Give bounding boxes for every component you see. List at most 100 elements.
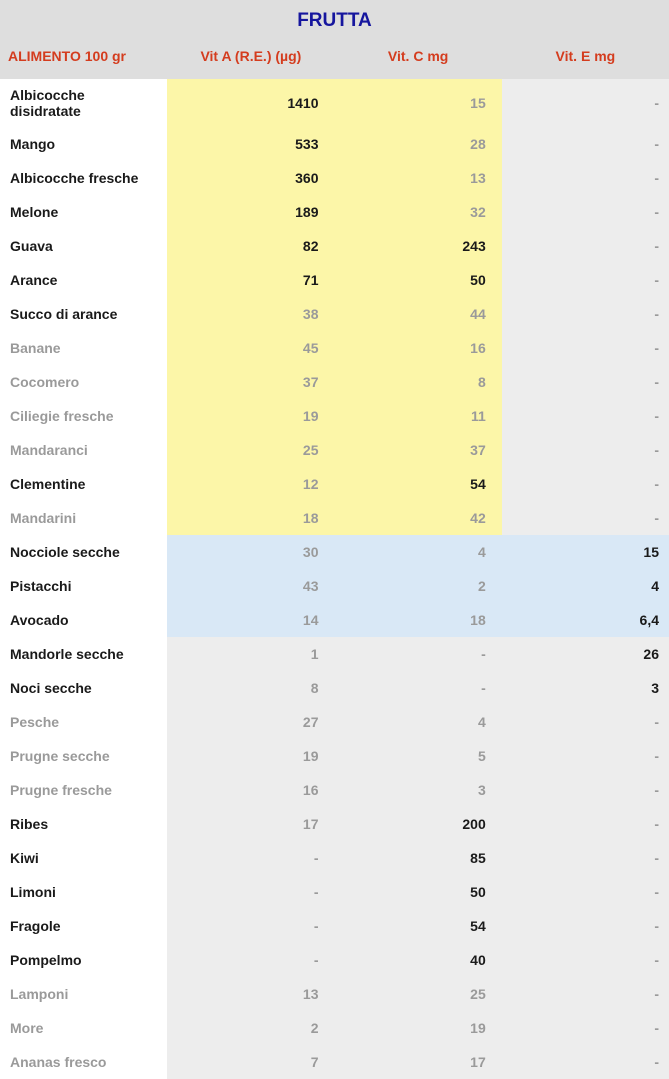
cell-vita: 13 bbox=[167, 977, 334, 1011]
cell-name: Arance bbox=[0, 263, 167, 297]
cell-vite: - bbox=[502, 501, 669, 535]
cell-vite: - bbox=[502, 161, 669, 195]
cell-vita: 14 bbox=[167, 603, 334, 637]
cell-vite: - bbox=[502, 909, 669, 943]
cell-name: Avocado bbox=[0, 603, 167, 637]
cell-name: Prugne fresche bbox=[0, 773, 167, 807]
table-row: Cocomero378- bbox=[0, 365, 669, 399]
table-row: Ananas fresco717- bbox=[0, 1045, 669, 1079]
table-title: FRUTTA bbox=[0, 0, 669, 38]
cell-name: Albicocche fresche bbox=[0, 161, 167, 195]
cell-vite: 4 bbox=[502, 569, 669, 603]
cell-vite: - bbox=[502, 433, 669, 467]
table-row: Succo di arance3844- bbox=[0, 297, 669, 331]
cell-vita: 360 bbox=[167, 161, 334, 195]
cell-vite: - bbox=[502, 127, 669, 161]
cell-vite: - bbox=[502, 79, 669, 127]
cell-vita: - bbox=[167, 943, 334, 977]
cell-vitc: 85 bbox=[335, 841, 502, 875]
cell-vitc: 17 bbox=[335, 1045, 502, 1079]
cell-name: More bbox=[0, 1011, 167, 1045]
cell-vita: 533 bbox=[167, 127, 334, 161]
cell-vita: 37 bbox=[167, 365, 334, 399]
cell-name: Guava bbox=[0, 229, 167, 263]
cell-vita: 19 bbox=[167, 399, 334, 433]
nutrition-table: FRUTTA ALIMENTO 100 gr Vit A (R.E.) (µg)… bbox=[0, 0, 669, 1079]
cell-vita: 43 bbox=[167, 569, 334, 603]
cell-vite: - bbox=[502, 195, 669, 229]
cell-vita: 1410 bbox=[167, 79, 334, 127]
table-row: Pistacchi4324 bbox=[0, 569, 669, 603]
table-row: Mandaranci2537- bbox=[0, 433, 669, 467]
cell-vite: 26 bbox=[502, 637, 669, 671]
cell-name: Pistacchi bbox=[0, 569, 167, 603]
table-row: Banane4516- bbox=[0, 331, 669, 365]
cell-vita: 71 bbox=[167, 263, 334, 297]
cell-vitc: 25 bbox=[335, 977, 502, 1011]
cell-name: Cocomero bbox=[0, 365, 167, 399]
cell-vitc: 13 bbox=[335, 161, 502, 195]
cell-vite: - bbox=[502, 943, 669, 977]
cell-vita: 82 bbox=[167, 229, 334, 263]
cell-vitc: 37 bbox=[335, 433, 502, 467]
col-header-name: ALIMENTO 100 gr bbox=[0, 38, 167, 79]
table-header: FRUTTA ALIMENTO 100 gr Vit A (R.E.) (µg)… bbox=[0, 0, 669, 79]
cell-vita: 30 bbox=[167, 535, 334, 569]
table-row: Clementine1254- bbox=[0, 467, 669, 501]
table-row: Nocciole secche30415 bbox=[0, 535, 669, 569]
cell-name: Nocciole secche bbox=[0, 535, 167, 569]
cell-vita: 1 bbox=[167, 637, 334, 671]
cell-vite: - bbox=[502, 331, 669, 365]
cell-name: Pompelmo bbox=[0, 943, 167, 977]
table-row: Prugne fresche163- bbox=[0, 773, 669, 807]
cell-name: Ribes bbox=[0, 807, 167, 841]
cell-vitc: 54 bbox=[335, 909, 502, 943]
cell-vite: - bbox=[502, 705, 669, 739]
cell-name: Limoni bbox=[0, 875, 167, 909]
cell-name: Ananas fresco bbox=[0, 1045, 167, 1079]
cell-name: Mandorle secche bbox=[0, 637, 167, 671]
cell-vita: 12 bbox=[167, 467, 334, 501]
table-row: Pompelmo-40- bbox=[0, 943, 669, 977]
cell-vita: - bbox=[167, 875, 334, 909]
table-row: Albicocche disidratate141015- bbox=[0, 79, 669, 127]
table-row: Noci secche8-3 bbox=[0, 671, 669, 705]
cell-vitc: 243 bbox=[335, 229, 502, 263]
cell-vitc: - bbox=[335, 671, 502, 705]
cell-vitc: 28 bbox=[335, 127, 502, 161]
cell-vitc: - bbox=[335, 637, 502, 671]
cell-vita: 27 bbox=[167, 705, 334, 739]
cell-vitc: 44 bbox=[335, 297, 502, 331]
cell-vite: 3 bbox=[502, 671, 669, 705]
table-row: More219- bbox=[0, 1011, 669, 1045]
cell-vitc: 32 bbox=[335, 195, 502, 229]
cell-vitc: 18 bbox=[335, 603, 502, 637]
cell-name: Noci secche bbox=[0, 671, 167, 705]
cell-vitc: 16 bbox=[335, 331, 502, 365]
cell-vitc: 54 bbox=[335, 467, 502, 501]
cell-vite: 6,4 bbox=[502, 603, 669, 637]
table-row: Mandorle secche1-26 bbox=[0, 637, 669, 671]
cell-vita: 7 bbox=[167, 1045, 334, 1079]
table-row: Limoni-50- bbox=[0, 875, 669, 909]
cell-vitc: 4 bbox=[335, 535, 502, 569]
cell-vite: - bbox=[502, 739, 669, 773]
cell-vite: - bbox=[502, 807, 669, 841]
cell-vite: - bbox=[502, 263, 669, 297]
cell-name: Mandaranci bbox=[0, 433, 167, 467]
cell-name: Prugne secche bbox=[0, 739, 167, 773]
cell-vita: 19 bbox=[167, 739, 334, 773]
table-row: Albicocche fresche36013- bbox=[0, 161, 669, 195]
cell-vita: 17 bbox=[167, 807, 334, 841]
cell-vitc: 15 bbox=[335, 79, 502, 127]
cell-vita: 16 bbox=[167, 773, 334, 807]
cell-vite: - bbox=[502, 1045, 669, 1079]
cell-vitc: 3 bbox=[335, 773, 502, 807]
cell-vita: - bbox=[167, 841, 334, 875]
cell-name: Banane bbox=[0, 331, 167, 365]
cell-vita: 38 bbox=[167, 297, 334, 331]
cell-vitc: 200 bbox=[335, 807, 502, 841]
cell-vite: 15 bbox=[502, 535, 669, 569]
table-row: Guava82243- bbox=[0, 229, 669, 263]
cell-vite: - bbox=[502, 365, 669, 399]
